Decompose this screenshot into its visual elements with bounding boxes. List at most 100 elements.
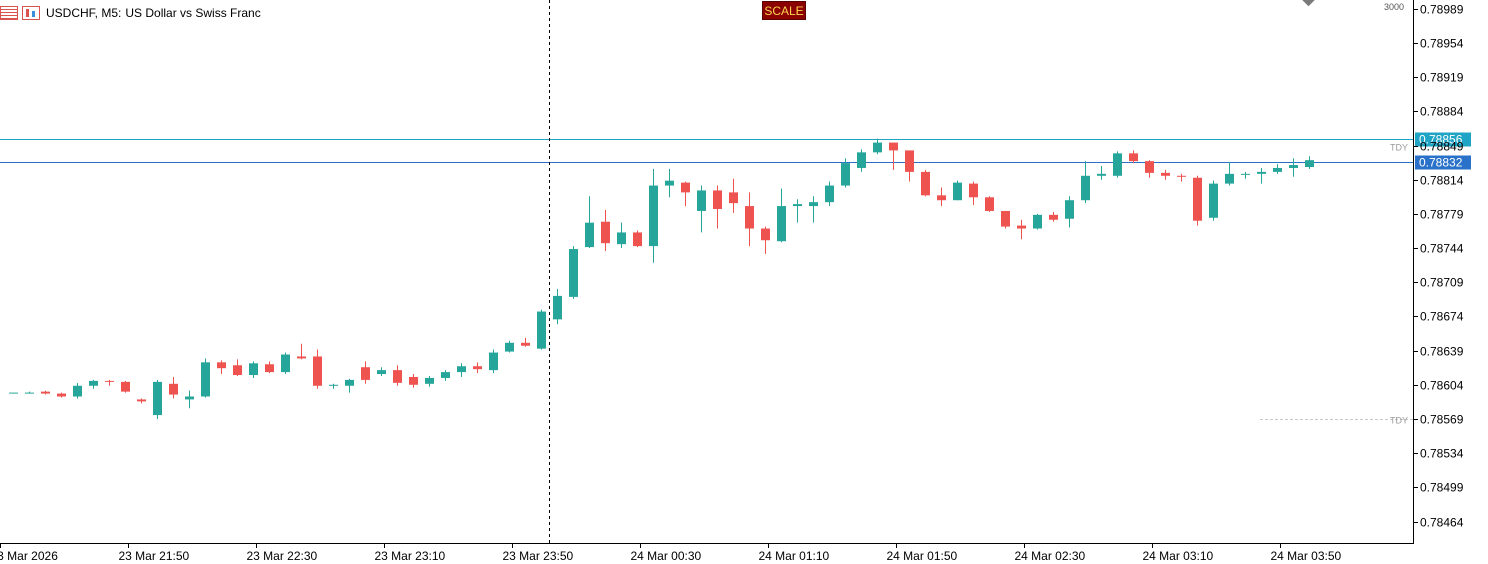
candle-body (377, 370, 386, 375)
y-tick-label: 0.78744 (1420, 242, 1464, 256)
candle-body (25, 392, 34, 394)
candle-body (537, 311, 546, 349)
candle-body (1209, 183, 1218, 218)
candle-body (393, 370, 402, 383)
candle-body (1145, 161, 1154, 173)
candle-body (921, 171, 930, 196)
ask-price-tag (1415, 132, 1471, 147)
tdy-level-label: TDY (1390, 416, 1408, 426)
candle-body (1081, 175, 1090, 201)
candle-body (969, 183, 978, 198)
candle-body (585, 222, 594, 248)
candle-body (889, 142, 898, 151)
x-tick-label: 23 Mar 23:50 (503, 549, 574, 563)
y-tick-label: 0.78954 (1420, 37, 1464, 51)
candle-body (201, 362, 210, 397)
y-tick-label: 0.78499 (1420, 481, 1464, 495)
x-tick-label: 23 Mar 23:10 (375, 549, 446, 563)
candle-body (1257, 171, 1266, 174)
candle-body (153, 381, 162, 416)
candle-body (761, 228, 770, 241)
candle-body (1113, 153, 1122, 176)
candle-body (905, 150, 914, 172)
x-tick-label: 24 Mar 01:50 (887, 549, 958, 563)
y-tick-label: 0.78639 (1420, 345, 1464, 359)
candle-body (57, 393, 66, 397)
candle-body (9, 392, 18, 394)
candle-body (569, 249, 578, 297)
candle-body (809, 202, 818, 207)
candle-body (937, 195, 946, 201)
candle-body (329, 384, 338, 386)
y-tick-label: 0.78779 (1420, 208, 1464, 222)
candle-body (185, 396, 194, 400)
candle-body (665, 180, 674, 186)
x-tick-label: 23 Mar 21:50 (119, 549, 190, 563)
y-tick-label: 0.78569 (1420, 413, 1464, 427)
candle-body (505, 342, 514, 352)
candle-body (489, 352, 498, 371)
candle-body (73, 385, 82, 397)
candle-body (1017, 225, 1026, 229)
candle-body (1225, 173, 1234, 184)
candle-body (1001, 210, 1010, 227)
candle-body (41, 391, 50, 394)
y-tick-label: 0.78989 (1420, 3, 1464, 17)
candle-body (425, 377, 434, 384)
candle-body (1161, 172, 1170, 176)
candle-body (249, 363, 258, 376)
candle-body (1177, 175, 1186, 177)
y-tick-label: 0.78674 (1420, 310, 1464, 324)
candle-body (777, 206, 786, 242)
candle-body (729, 192, 738, 204)
candle-body (361, 367, 370, 380)
tdy-level-label: TDY (1390, 143, 1408, 153)
candle-body (985, 197, 994, 211)
y-tick-label: 0.78604 (1420, 379, 1464, 393)
candle-body (457, 366, 466, 373)
chart-header: USDCHF, M5: US Dollar vs Swiss Franc (0, 4, 261, 22)
x-tick-label: 24 Mar 01:10 (759, 549, 830, 563)
candle-body (521, 342, 530, 346)
scale-button[interactable]: SCALE (762, 1, 806, 20)
candle-body (697, 190, 706, 211)
candle-body (825, 185, 834, 203)
candle-body (793, 204, 802, 207)
chart-bars-icon[interactable] (22, 6, 40, 20)
bid-price-tag (1415, 155, 1471, 170)
y-tick-label: 0.78884 (1420, 105, 1464, 119)
candle-body (1097, 173, 1106, 176)
x-tick-label: 23 Mar 22:30 (247, 549, 318, 563)
candle-body (281, 354, 290, 373)
candle-body (137, 399, 146, 402)
candle-body (841, 163, 850, 186)
x-tick-label: 24 Mar 03:10 (1143, 549, 1214, 563)
y-tick-label: 0.78534 (1420, 447, 1464, 461)
candle-body (1273, 167, 1282, 172)
candle-body (313, 356, 322, 386)
candle-body (553, 295, 562, 320)
y-tick-label: 0.78464 (1420, 516, 1464, 530)
candle-body (617, 232, 626, 245)
chart-list-icon[interactable] (0, 6, 18, 20)
candle-body (217, 362, 226, 369)
ask-price-label: 0.78856 (1419, 133, 1463, 147)
candle-body (713, 190, 722, 209)
candle-body (1289, 165, 1298, 168)
candle-body (1033, 214, 1042, 229)
symbol-label: USDCHF, M5: (46, 6, 122, 20)
x-tick-label: 24 Mar 02:30 (1015, 549, 1086, 563)
x-tick-label: 24 Mar 03:50 (1271, 549, 1342, 563)
candle-body (633, 232, 642, 247)
y-tick-label: 0.78919 (1420, 71, 1464, 85)
candle-body (1193, 177, 1202, 221)
candle-body (441, 372, 450, 378)
candle-body (121, 381, 130, 392)
candle-body (745, 206, 754, 229)
candle-body (169, 383, 178, 395)
candle-body (1305, 160, 1314, 168)
candle-body (1241, 173, 1250, 175)
candle-body (345, 379, 354, 386)
